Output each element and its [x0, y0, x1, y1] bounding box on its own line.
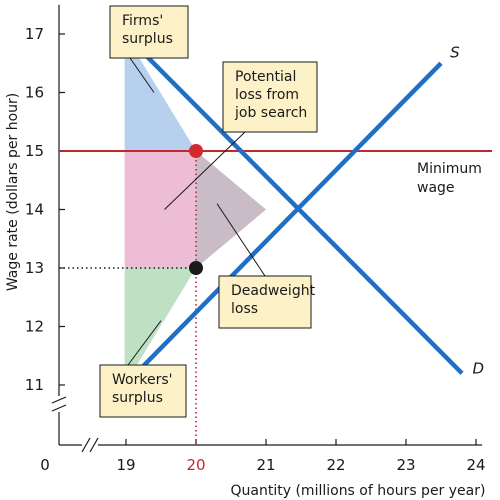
x-tick-label: 23: [396, 456, 415, 474]
callout-text: Firms': [122, 13, 163, 29]
callout-text: Potential: [235, 69, 296, 85]
y-tick-label: 11: [25, 376, 44, 394]
point: [189, 144, 203, 158]
callout-text: Deadweight: [231, 283, 316, 299]
callout-leader: [216, 203, 266, 277]
y-tick-label: 14: [25, 201, 44, 219]
reference-lines: [59, 150, 492, 445]
axes: 11 12 13 14 15 16 17 19 20 21 22 23 24 0 Quantity (mil…: [5, 4, 486, 499]
x-origin-label: 0: [40, 456, 50, 474]
callout-text: loss from: [235, 87, 299, 103]
callout-text: job search: [234, 105, 307, 121]
y-axis-break-mark: [51, 404, 67, 412]
curves: [122, 32, 464, 387]
callout-box: [109, 5, 189, 59]
x-tick-label: 22: [326, 456, 345, 474]
x-tick-label: 19: [116, 456, 135, 474]
y-axis-title: Wage rate (dollars per hour): [5, 93, 21, 291]
shaded-regions: [124, 34, 266, 385]
x-axis-break-mark: [89, 437, 99, 453]
region-deadweight-loss: [196, 151, 266, 268]
callout-text: surplus: [122, 31, 173, 47]
y-tick-label: 15: [25, 142, 44, 160]
callout-text: loss: [231, 301, 258, 317]
callout-leader: [127, 320, 162, 366]
x-axis-break-mark: [81, 437, 91, 453]
callout-box: [222, 61, 318, 133]
point: [189, 261, 203, 275]
callout-box: [218, 275, 312, 329]
y-tick-label: 12: [25, 318, 44, 336]
curve-label-d: D: [473, 359, 485, 377]
x-tick-label: 20: [186, 456, 205, 474]
x-axis-title: Quantity (millions of hours per year): [231, 483, 486, 499]
region-firms-surplus: [124, 34, 196, 151]
x-tick-label: 21: [256, 456, 275, 474]
curve-d: [123, 32, 464, 375]
callouts: Firms' surplus Potential loss from job searc…: [99, 5, 318, 418]
x-tick-label: 24: [466, 456, 485, 474]
y-tick-label: 13: [25, 259, 44, 277]
y-axis-break-mark: [51, 396, 67, 404]
equilibrium-points: [189, 144, 203, 275]
minimum-wage-label: wage: [417, 180, 455, 196]
curve-label-s: S: [450, 43, 460, 61]
callout-box: [99, 364, 187, 418]
minimum-wage-label: Minimum: [417, 161, 482, 177]
callout-leader: [129, 57, 155, 93]
region-workers-surplus: [124, 268, 196, 385]
callout-leader: [164, 131, 246, 210]
text-labels: S D Minimum wage: [417, 43, 484, 377]
y-tick-label: 16: [25, 84, 44, 102]
callout-text: Workers': [112, 372, 172, 388]
region-potential-loss-from-job-search: [124, 151, 196, 268]
y-tick-label: 17: [25, 25, 44, 43]
curve-s: [122, 61, 443, 387]
callout-text: surplus: [112, 390, 163, 406]
